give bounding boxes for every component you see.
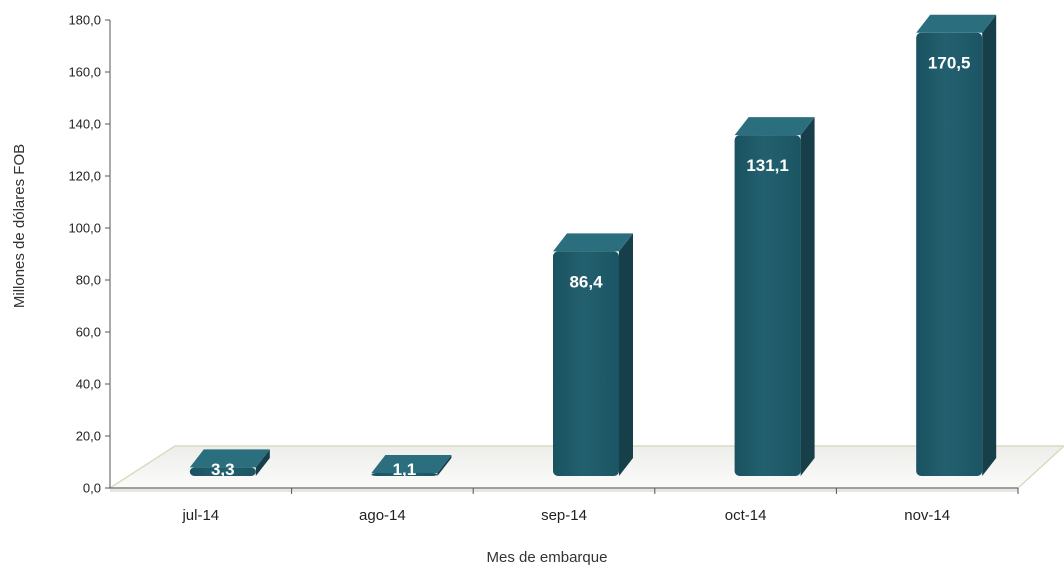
- bar: 170,5: [916, 14, 997, 476]
- bar-top: [734, 117, 815, 136]
- y-tick-label: 40,0: [76, 377, 101, 392]
- x-tick-label: nov-14: [904, 507, 950, 524]
- bar-front: [553, 251, 619, 476]
- bar-data-label: 170,5: [928, 54, 971, 73]
- bar-top: [371, 455, 452, 473]
- bar-front: [916, 32, 983, 476]
- bar-front: [734, 135, 801, 476]
- y-tick-label: 80,0: [76, 273, 101, 288]
- x-ticks: jul-14 ago-14 sep-14 oct-14 nov-14: [181, 488, 1019, 524]
- y-axis-title: Millones de dólares FOB: [11, 144, 28, 308]
- bar-side: [982, 14, 997, 476]
- floor-edge: [110, 488, 1018, 492]
- bar-data-label: 1,1: [393, 460, 417, 479]
- y-tick-label: 60,0: [76, 325, 101, 340]
- bar-data-label: 131,1: [746, 156, 789, 175]
- bar-top: [189, 449, 270, 468]
- y-tick-label: 180,0: [68, 13, 101, 28]
- y-tick-label: 100,0: [68, 221, 101, 236]
- bar-side: [437, 455, 452, 476]
- bar-front: [371, 473, 438, 476]
- bar-top: [553, 233, 633, 252]
- x-tick-label: ago-14: [359, 507, 406, 524]
- y-tick-label: 20,0: [76, 429, 101, 444]
- bar: 131,1: [734, 117, 815, 476]
- y-tick-label: 140,0: [68, 117, 101, 132]
- y-tick-label: 160,0: [68, 65, 101, 80]
- bar-data-label: 3,3: [211, 460, 235, 479]
- x-tick-label: jul-14: [181, 507, 219, 524]
- x-tick-label: sep-14: [541, 507, 587, 524]
- axes: [109, 20, 1018, 489]
- bar-top: [916, 14, 997, 33]
- bar: 3,3: [189, 449, 270, 479]
- x-tick-label: oct-14: [725, 507, 767, 524]
- bar-data-label: 86,4: [569, 272, 603, 291]
- bar-side: [800, 117, 815, 476]
- bar-front: [189, 467, 256, 476]
- y-ticks: 0,0 20,0 40,0 60,0 80,0 100,0 120,0 140,0 160,0 1…: [68, 13, 110, 496]
- bar: 86,4: [553, 233, 633, 476]
- y-tick-label: 120,0: [68, 169, 101, 184]
- bar-side: [619, 233, 633, 476]
- bar: 1,1: [371, 455, 452, 479]
- bars: 3,3 1,1 86,4 131,1 170,5: [189, 14, 997, 479]
- x-axis-title: Mes de embarque: [487, 549, 608, 566]
- bar-side: [255, 449, 270, 476]
- y-tick-label: 0,0: [83, 481, 101, 496]
